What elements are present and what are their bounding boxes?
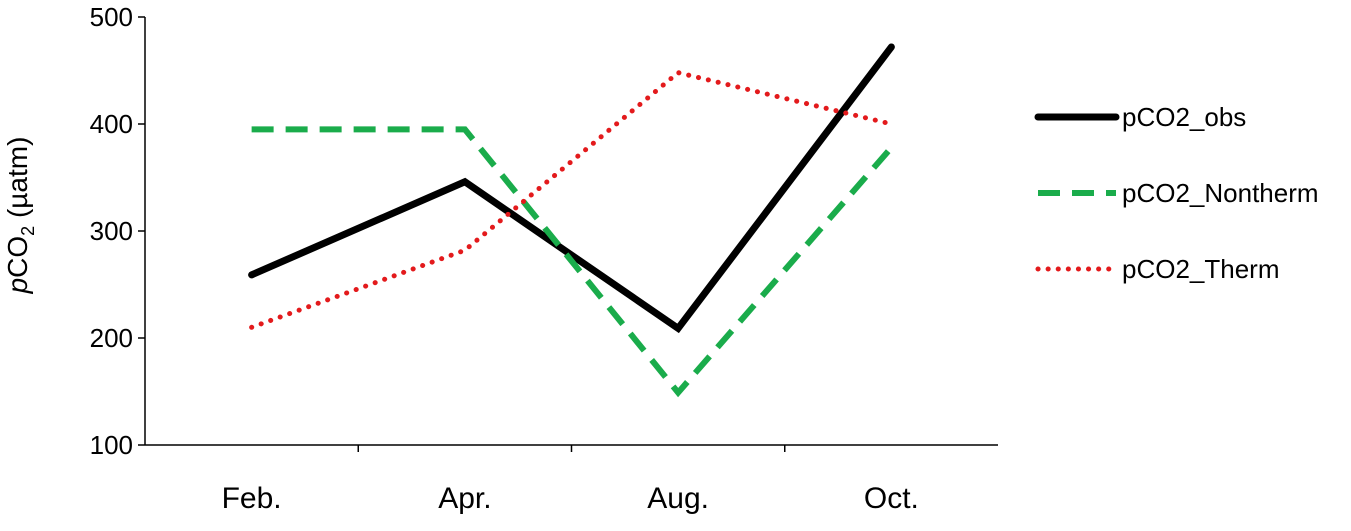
y-axis-label-main: CO [2, 236, 33, 278]
axes [144, 17, 998, 446]
series-line-pco2-nontherm [251, 126, 894, 398]
y-axis-label-unit: (µatm) [2, 137, 33, 226]
y-axis-label: pCO2 (µatm) [2, 137, 38, 295]
legend-label: pCO2_Therm [1122, 254, 1280, 284]
y-axis-ticks: 100 200 300 400 500 [90, 2, 145, 460]
legend-label: pCO2_obs [1122, 102, 1246, 132]
series-line-pco2-obs [248, 43, 895, 334]
y-tick-label: 100 [90, 430, 133, 460]
y-tick-label: 200 [90, 323, 133, 353]
x-tick-label: Feb. [222, 482, 282, 515]
x-tick-label: Apr. [438, 482, 491, 515]
y-tick-label: 400 [90, 109, 133, 139]
y-tick-label: 500 [90, 2, 133, 32]
x-axis-categories: Feb. Apr. Aug. Oct. [222, 445, 919, 515]
legend: pCO2_obs pCO2_Nontherm pCO2_Therm [1034, 102, 1319, 284]
series-layer [248, 43, 895, 398]
y-tick-label: 300 [90, 216, 133, 246]
series-line-pco2-therm [249, 69, 894, 330]
y-axis-label-subscript: 2 [18, 226, 38, 236]
legend-label: pCO2_Nontherm [1122, 178, 1319, 208]
x-tick-label: Aug. [647, 482, 709, 515]
y-axis-label-italic: p [2, 278, 33, 295]
x-tick-label: Oct. [864, 482, 919, 515]
